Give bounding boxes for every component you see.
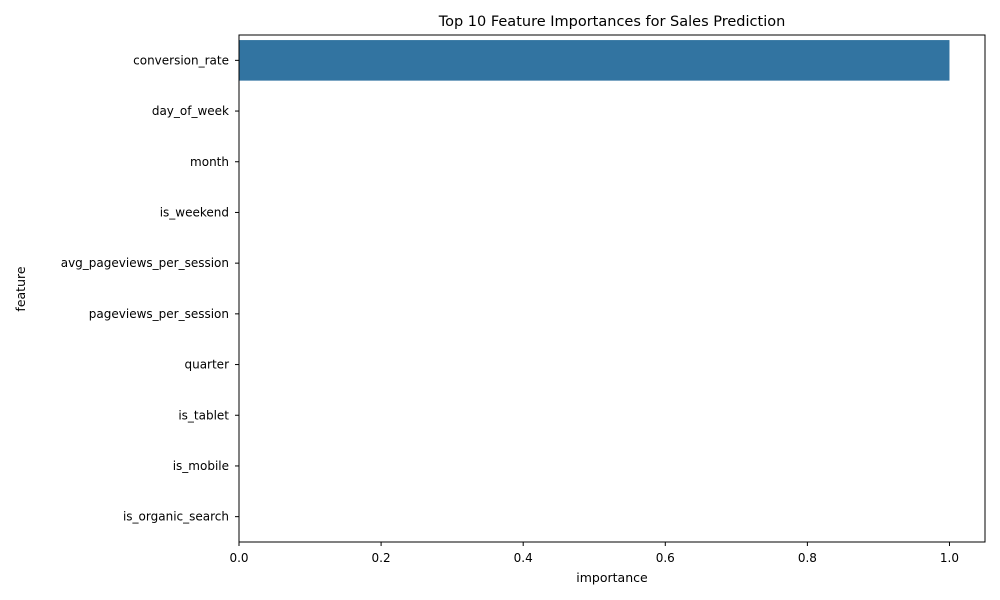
bar-conversion-rate xyxy=(239,40,950,81)
y-tick-label: is_mobile xyxy=(173,459,229,473)
x-tick-label: 1.0 xyxy=(940,551,959,565)
y-tick-label: is_weekend xyxy=(160,205,229,219)
y-tick-label: avg_pageviews_per_session xyxy=(61,256,229,270)
plot-frame xyxy=(238,34,986,543)
y-tick-label: day_of_week xyxy=(152,104,229,118)
y-axis-label: feature xyxy=(13,266,28,311)
x-axis-ticks: 0.0 0.2 0.4 0.6 0.8 1.0 xyxy=(229,542,959,565)
y-tick-label: month xyxy=(190,155,229,169)
bars-layer xyxy=(239,40,950,81)
y-tick-label: is_organic_search xyxy=(123,510,229,524)
x-tick-label: 0.4 xyxy=(514,551,533,565)
x-tick-label: 0.6 xyxy=(656,551,675,565)
y-tick-label: conversion_rate xyxy=(133,53,229,67)
x-tick-label: 0.0 xyxy=(229,551,248,565)
y-tick-label: is_tablet xyxy=(178,408,229,422)
x-tick-label: 0.2 xyxy=(372,551,391,565)
x-tick-label: 0.8 xyxy=(798,551,817,565)
y-tick-label: pageviews_per_session xyxy=(89,307,229,321)
chart-title: Top 10 Feature Importances for Sales Pre… xyxy=(438,14,786,30)
x-axis-label: importance xyxy=(576,570,648,585)
y-tick-label: quarter xyxy=(184,358,229,372)
